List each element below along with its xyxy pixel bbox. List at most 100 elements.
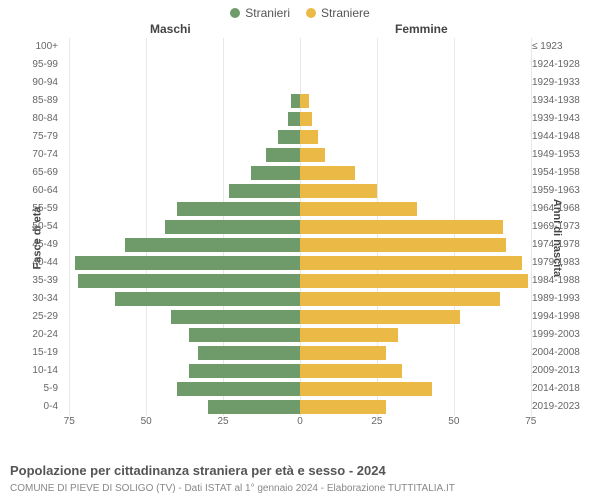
age-label: 75-79 — [22, 128, 58, 146]
birth-label: 1999-2003 — [532, 326, 586, 344]
birth-label: 1989-1993 — [532, 290, 586, 308]
pyramid-row — [60, 56, 540, 74]
chart-title: Popolazione per cittadinanza straniera p… — [10, 463, 386, 478]
bar-male — [78, 274, 300, 288]
birth-label: 1949-1953 — [532, 146, 586, 164]
birth-label: 1954-1958 — [532, 164, 586, 182]
legend-item-male: Stranieri — [230, 6, 290, 20]
birth-label: 1979-1983 — [532, 254, 586, 272]
pyramid-row — [60, 362, 540, 380]
bar-female — [300, 346, 386, 360]
pyramid-row — [60, 110, 540, 128]
age-label: 20-24 — [22, 326, 58, 344]
pyramid-row — [60, 236, 540, 254]
pyramid-row — [60, 344, 540, 362]
legend-swatch-male — [230, 8, 240, 18]
bar-male — [189, 364, 300, 378]
birth-label: 1974-1978 — [532, 236, 586, 254]
age-label: 25-29 — [22, 308, 58, 326]
bar-male — [291, 94, 300, 108]
legend-label-male: Stranieri — [245, 6, 290, 20]
age-label: 0-4 — [22, 398, 58, 416]
x-tick: 0 — [297, 416, 303, 427]
bar-male — [165, 220, 300, 234]
pyramid-row — [60, 380, 540, 398]
pyramid-row — [60, 74, 540, 92]
bar-female — [300, 274, 528, 288]
age-label: 70-74 — [22, 146, 58, 164]
population-pyramid-chart: Stranieri Straniere Maschi Femmine Fasce… — [0, 0, 600, 500]
age-label: 45-49 — [22, 236, 58, 254]
birth-label: 1984-1988 — [532, 272, 586, 290]
age-label: 30-34 — [22, 290, 58, 308]
bar-female — [300, 400, 386, 414]
x-tick: 25 — [371, 416, 382, 427]
bar-female — [300, 364, 402, 378]
age-label: 60-64 — [22, 182, 58, 200]
plot-area: Fasce di età Anni di nascita 75502502550… — [0, 38, 600, 438]
bar-female — [300, 148, 325, 162]
pyramid-row — [60, 200, 540, 218]
pyramid-row — [60, 164, 540, 182]
pyramid-row — [60, 326, 540, 344]
age-label: 50-54 — [22, 218, 58, 236]
pyramid-row — [60, 272, 540, 290]
bar-female — [300, 238, 506, 252]
bar-male — [208, 400, 300, 414]
column-headers: Maschi Femmine — [0, 20, 600, 38]
birth-label: 1964-1968 — [532, 200, 586, 218]
bar-female — [300, 328, 398, 342]
plot — [60, 38, 540, 416]
birth-label: 2009-2013 — [532, 362, 586, 380]
age-label: 55-59 — [22, 200, 58, 218]
age-label: 40-44 — [22, 254, 58, 272]
x-tick: 50 — [141, 416, 152, 427]
bar-male — [198, 346, 300, 360]
bar-female — [300, 220, 503, 234]
column-header-right: Femmine — [395, 22, 448, 36]
bar-male — [177, 202, 300, 216]
bar-female — [300, 94, 309, 108]
birth-label: 1944-1948 — [532, 128, 586, 146]
age-label: 10-14 — [22, 362, 58, 380]
bar-male — [229, 184, 300, 198]
pyramid-row — [60, 146, 540, 164]
age-label: 35-39 — [22, 272, 58, 290]
birth-label: 1969-1973 — [532, 218, 586, 236]
bar-female — [300, 292, 500, 306]
bar-male — [189, 328, 300, 342]
bar-female — [300, 256, 522, 270]
age-label: 65-69 — [22, 164, 58, 182]
bar-male — [115, 292, 300, 306]
legend: Stranieri Straniere — [0, 0, 600, 20]
pyramid-row — [60, 254, 540, 272]
x-tick: 75 — [64, 416, 75, 427]
legend-item-female: Straniere — [306, 6, 370, 20]
birth-label: 2019-2023 — [532, 398, 586, 416]
chart-source: COMUNE DI PIEVE DI SOLIGO (TV) - Dati IS… — [10, 483, 455, 494]
age-label: 80-84 — [22, 110, 58, 128]
pyramid-row — [60, 92, 540, 110]
pyramid-row — [60, 398, 540, 416]
bar-male — [251, 166, 300, 180]
birth-label: 1939-1943 — [532, 110, 586, 128]
bar-female — [300, 112, 312, 126]
birth-label: 1929-1933 — [532, 74, 586, 92]
birth-label: 1994-1998 — [532, 308, 586, 326]
bar-male — [266, 148, 300, 162]
birth-label: ≤ 1923 — [532, 38, 586, 56]
bar-female — [300, 310, 460, 324]
column-header-left: Maschi — [150, 22, 191, 36]
bar-female — [300, 202, 417, 216]
bar-male — [171, 310, 300, 324]
bar-female — [300, 130, 318, 144]
x-tick: 25 — [218, 416, 229, 427]
pyramid-row — [60, 128, 540, 146]
bar-male — [278, 130, 300, 144]
pyramid-row — [60, 38, 540, 56]
bar-male — [125, 238, 300, 252]
birth-label: 1959-1963 — [532, 182, 586, 200]
birth-label: 1934-1938 — [532, 92, 586, 110]
pyramid-row — [60, 218, 540, 236]
x-axis-ticks: 7550250255075 — [60, 416, 540, 436]
